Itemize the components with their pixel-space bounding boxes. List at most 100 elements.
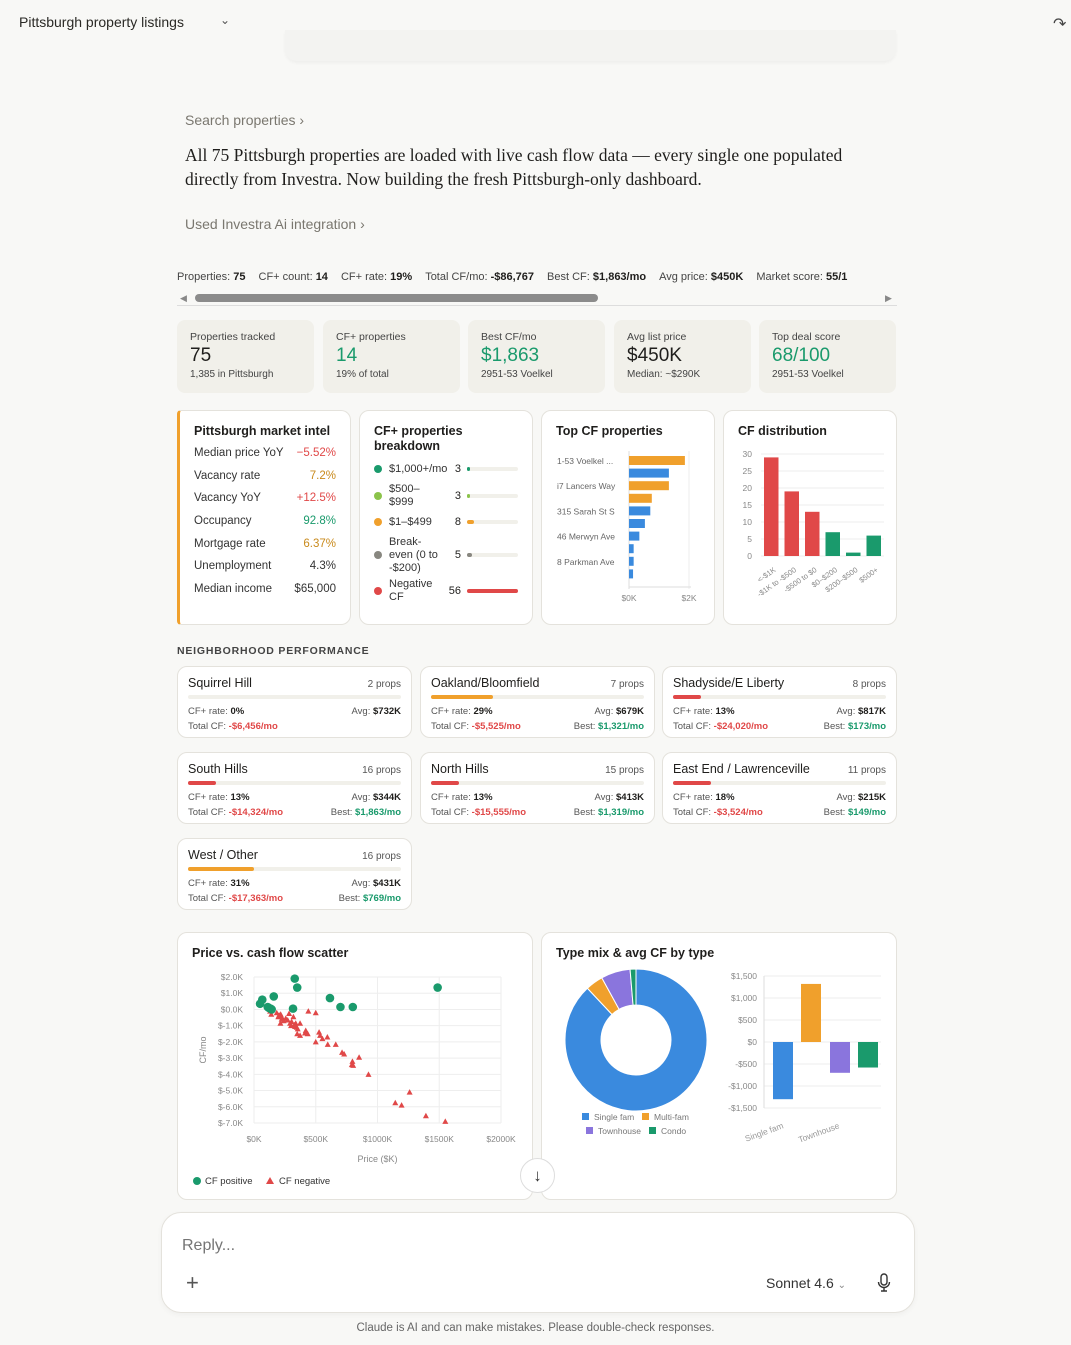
reply-input[interactable] [182,1233,882,1259]
scrollbar-thumb[interactable] [195,294,598,302]
microphone-icon[interactable] [877,1273,891,1293]
card-title: Price vs. cash flow scatter [192,946,349,960]
value: $1,321/mo [598,721,644,732]
x-axis-label: Price ($K) [357,1154,397,1164]
x-tick-label: $1000K [363,1134,393,1144]
value: -$24,020/mo [713,721,769,732]
stats-line: Total CF: -$6,456/mo [188,719,401,734]
breakdown-count: 3 [454,489,461,502]
tool-step-investra[interactable]: Used Investra Ai integration › [185,216,365,232]
bar [629,456,685,465]
cf-negative-point [356,1054,363,1060]
best-cf: Best: $1,319/mo [574,805,644,820]
label: Avg: [351,878,371,889]
bar [801,983,821,1042]
intel-row: Unemployment 4.3% [194,560,336,583]
scroll-left-icon[interactable]: ◀ [180,293,187,303]
neighborhood-card[interactable]: North Hills 15 props CF+ rate: 13% Avg: $41… [420,752,655,824]
total-cf: Total CF: -$3,524/mo [673,805,763,820]
plus-icon[interactable]: + [186,1270,199,1295]
value: -$14,324/mo [228,807,284,818]
neighborhood-card[interactable]: Shadyside/E Liberty 8 props CF+ rate: 13% A… [662,666,897,738]
cf-negative-point [332,1041,339,1047]
neighborhood-card[interactable]: Oakland/Bloomfield 7 props CF+ rate: 29% Av… [420,666,655,738]
value: 18% [715,792,735,803]
cf-positive-point [325,993,335,1003]
card-title: CF distribution [738,424,827,438]
neighborhood-header: East End / Lawrenceville 11 props [673,762,886,776]
breakdown-row: $1–$499 8 [374,512,518,532]
y-tick-label: 5 [747,534,752,544]
neighborhood-name: Squirrel Hill [188,676,252,690]
value: -$6,456/mo [228,721,278,732]
label: Avg: [594,792,614,803]
neighborhood-card[interactable]: West / Other 16 props CF+ rate: 31% Avg: $4… [177,838,412,910]
card-title: Top CF properties [556,424,663,438]
breakdown-bar-fill [467,467,471,471]
summary-stat: Properties: 75 [177,271,246,283]
type-mix-chart: Single fam Multi-fam Townhouse Condo $1,500 $… [564,968,881,1145]
breakdown-label: $500–$999 [389,482,420,508]
neighborhood-header: Shadyside/E Liberty 8 props [673,676,886,690]
type-mix-card: Type mix & avg CF by type Single fam Mult… [541,932,897,1200]
neighborhood-card[interactable]: Squirrel Hill 2 props CF+ rate: 0% Avg: $73… [177,666,412,738]
model-selector[interactable]: Sonnet 4.6 ⌄ [766,1275,846,1291]
card-title: Pittsburgh market intel [194,424,331,438]
kpi-card: CF+ properties 14 19% of total [323,320,460,393]
neighborhood-card[interactable]: East End / Lawrenceville 11 props CF+ rate… [662,752,897,824]
avg-price: Avg: $413K [595,790,644,805]
horizontal-scrollbar[interactable]: ◀ ▶ [177,292,897,306]
legend-label: CF negative [279,1176,330,1187]
y-tick-label: $-5.0K [218,1086,243,1096]
stat-label: Best CF: [547,271,590,283]
avg-price: Avg: $732K [352,704,401,719]
stat-label: Properties: [177,271,231,283]
chevron-down-icon[interactable]: ⌄ [220,13,231,27]
total-cf: Total CF: -$15,555/mo [431,805,526,820]
y-tick-label: 0 [747,551,752,561]
cf-negative-point [312,1038,319,1045]
legend-dot [374,491,382,500]
scroll-down-button[interactable]: ↓ [520,1158,555,1193]
chevron-right-icon: › [299,112,305,128]
label: Best: [573,807,596,818]
cf-rate: CF+ rate: 13% [673,704,735,719]
intel-value: −5.52% [296,447,336,459]
scroll-right-icon[interactable]: ▶ [885,293,892,303]
tool-step-search[interactable]: Search properties › [185,112,304,128]
cf-negative-point [312,1009,319,1016]
intel-label: Occupancy [194,515,252,528]
stat-label: CF+ rate: [340,271,388,283]
legend-label: CF positive [205,1176,253,1187]
kpi-value: $450K [627,345,682,366]
stat-label: Total CF/mo: [425,271,488,283]
bar-label: 8 Parkman Ave [557,557,615,567]
conversation-title[interactable]: Pittsburgh property listings [19,14,184,30]
intel-row: Mortgage rate 6.37% [194,538,336,561]
neighborhood-card[interactable]: South Hills 16 props CF+ rate: 13% Avg: $34… [177,752,412,824]
cf-positive-point [290,974,300,983]
chevron-right-icon: › [360,216,365,232]
breakdown-count: 3 [454,463,461,475]
label: CF+ rate: [188,878,228,889]
share-arrow-icon[interactable]: ↷ [1053,16,1067,33]
cf-negative-point [268,1011,275,1017]
x-tick-label: Townhouse [797,1120,841,1144]
cf-negative-point [324,1034,331,1040]
x-tick-label: $1500K [425,1134,455,1144]
neighborhood-name: West / Other [188,848,258,862]
kpi-sub: 2951-53 Voelkel [481,369,553,380]
cf-rate-bar-track [673,695,886,699]
bar [866,535,881,556]
kpi-label: Best CF/mo [481,331,537,343]
cf-negative-point [422,1112,429,1119]
stats-line: CF+ rate: 29% Avg: $679K [431,704,644,719]
cf-negative-point [305,1008,312,1014]
cf-negative-point [324,1041,331,1047]
cf-negative-point [398,1102,405,1108]
kpi-label: Top deal score [772,331,841,343]
value: 13% [715,706,735,717]
kpi-card: Avg list price $450K Median: ~$290K [614,320,751,393]
y-tick-label: 10 [743,517,753,527]
legend-circle-icon [193,1177,201,1185]
